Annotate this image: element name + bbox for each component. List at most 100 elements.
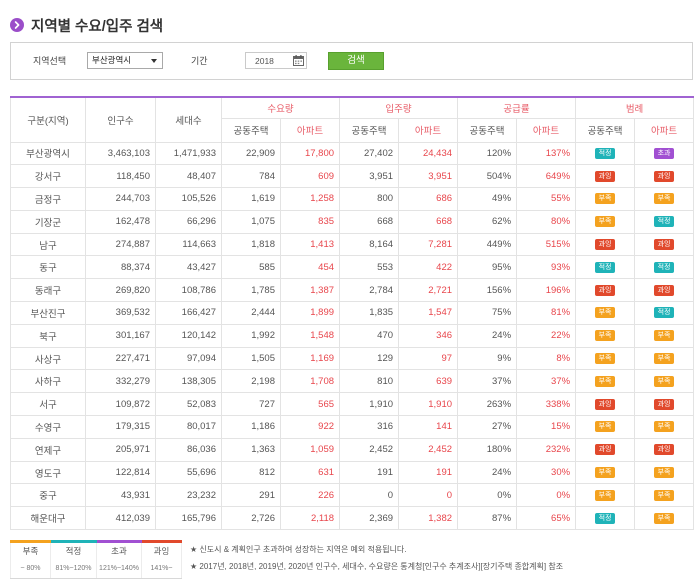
status-badge: 과잉 (654, 284, 675, 296)
status-badge: 과잉 (654, 170, 675, 182)
status-apt-cell: 과잉 (634, 392, 695, 417)
demand-apt-cell: 1,413 (279, 232, 341, 257)
demand-complex-cell: 812 (221, 460, 281, 485)
status-apt-cell: 과잉 (634, 232, 695, 257)
movein-apt-cell: 1,910 (398, 392, 459, 417)
status-apt-cell: 적정 (634, 301, 695, 325)
demand-apt-cell: 1,387 (279, 278, 341, 303)
households-cell: 23,232 (155, 483, 222, 508)
status-badge: 부족 (595, 375, 616, 387)
legend-range-shortage: ~ 80% (10, 559, 51, 579)
sub-header-apt: 아파트 (279, 117, 341, 143)
movein-apt-cell: 1,547 (398, 301, 459, 325)
households-cell: 165,796 (155, 506, 222, 531)
supply-rate-complex-cell: 24% (457, 323, 518, 348)
status-badge: 부족 (595, 467, 616, 479)
period-field (245, 52, 307, 69)
status-badge: 부족 (654, 512, 675, 524)
calendar-icon[interactable] (293, 55, 304, 66)
region-cell: 금정구 (10, 187, 86, 211)
movein-apt-cell: 2,721 (398, 278, 459, 303)
group-header-movein: 입주량 (339, 96, 459, 119)
status-complex-cell: 적정 (575, 506, 636, 531)
demand-apt-cell: 1,258 (279, 187, 341, 211)
region-cell: 서구 (10, 392, 86, 417)
status-complex-cell: 부족 (575, 301, 636, 325)
group-header-demand: 수요량 (220, 96, 341, 119)
region-select[interactable]: 부산광역시 (87, 52, 163, 69)
demand-apt-cell: 922 (279, 415, 341, 439)
supply-rate-apt-cell: 196% (516, 278, 577, 303)
households-cell: 86,036 (155, 437, 222, 462)
status-complex-cell: 과잉 (575, 164, 636, 189)
supply-rate-apt-cell: 0% (516, 483, 577, 508)
supply-rate-apt-cell: 15% (516, 415, 577, 439)
search-button[interactable]: 검색 (328, 52, 384, 70)
region-cell: 강서구 (10, 164, 86, 189)
supply-rate-apt-cell: 30% (516, 460, 577, 485)
demand-complex-cell: 585 (221, 255, 281, 280)
demand-complex-cell: 22,909 (221, 141, 281, 166)
table-row: 금정구 244,703 105,526 1,619 1,258 800 686 49% 55% 부… (10, 187, 695, 211)
region-cell: 부산진구 (10, 301, 86, 325)
legend-range-appropriate: 81%~120% (50, 559, 97, 579)
table-row: 동구 88,374 43,427 585 454 553 422 95% 93% 적정 적정 (10, 255, 695, 280)
status-badge: 부족 (654, 489, 675, 501)
movein-apt-cell: 686 (398, 187, 459, 211)
supply-rate-apt-cell: 55% (516, 187, 577, 211)
movein-complex-cell: 2,452 (339, 437, 400, 462)
movein-complex-cell: 8,164 (339, 232, 400, 257)
region-cell: 남구 (10, 232, 86, 257)
households-cell: 1,471,933 (155, 141, 222, 166)
movein-apt-cell: 3,951 (398, 164, 459, 189)
status-apt-cell: 적정 (634, 255, 695, 280)
status-apt-cell: 과잉 (634, 164, 695, 189)
population-cell: 369,532 (85, 301, 156, 325)
table-row: 서구 109,872 52,083 727 565 1,910 1,910 263% 338% 과… (10, 392, 695, 417)
supply-rate-apt-cell: 8% (516, 346, 577, 371)
status-badge: 부족 (595, 421, 616, 433)
population-cell: 227,471 (85, 346, 156, 371)
table-row: 중구 43,931 23,232 291 226 0 0 0% 0% 부족 부족 (10, 483, 695, 508)
region-cell: 수영구 (10, 415, 86, 439)
population-cell: 162,478 (85, 209, 156, 234)
sub-header-apt: 아파트 (398, 117, 459, 143)
table-row: 강서구 118,450 48,407 784 609 3,951 3,951 504% 649%… (10, 164, 695, 189)
status-badge: 적정 (654, 307, 675, 319)
legend-label-shortage: 부족 (10, 540, 51, 560)
col-header-population: 인구수 (85, 96, 156, 143)
status-badge: 부족 (654, 193, 675, 205)
supply-rate-complex-cell: 263% (457, 392, 518, 417)
movein-apt-cell: 1,382 (398, 506, 459, 531)
col-header-region: 구분(지역) (10, 96, 86, 143)
demand-apt-cell: 226 (279, 483, 341, 508)
period-input[interactable] (245, 52, 307, 69)
households-cell: 43,427 (155, 255, 222, 280)
sub-header-apt: 아파트 (634, 117, 695, 143)
col-header-households: 세대수 (155, 96, 222, 143)
households-cell: 105,526 (155, 187, 222, 211)
population-cell: 122,814 (85, 460, 156, 485)
table-row: 동래구 269,820 108,786 1,785 1,387 2,784 2,721 156… (10, 278, 695, 303)
demand-complex-cell: 2,444 (221, 301, 281, 325)
region-cell: 동구 (10, 255, 86, 280)
table-row: 남구 274,887 114,663 1,818 1,413 8,164 7,281 449%… (10, 232, 695, 257)
population-cell: 274,887 (85, 232, 156, 257)
supply-rate-apt-cell: 515% (516, 232, 577, 257)
movein-complex-cell: 810 (339, 369, 400, 394)
demand-complex-cell: 1,818 (221, 232, 281, 257)
status-complex-cell: 과잉 (575, 437, 636, 462)
movein-apt-cell: 7,281 (398, 232, 459, 257)
demand-apt-cell: 609 (279, 164, 341, 189)
region-cell: 해운대구 (10, 506, 86, 531)
demand-apt-cell: 1,169 (279, 346, 341, 371)
demand-complex-cell: 1,363 (221, 437, 281, 462)
status-badge: 적정 (595, 147, 616, 159)
demand-apt-cell: 17,800 (279, 141, 341, 166)
population-cell: 179,315 (85, 415, 156, 439)
movein-apt-cell: 141 (398, 415, 459, 439)
region-cell: 연제구 (10, 437, 86, 462)
status-badge: 부족 (654, 375, 675, 387)
demand-complex-cell: 1,992 (221, 323, 281, 348)
movein-complex-cell: 3,951 (339, 164, 400, 189)
